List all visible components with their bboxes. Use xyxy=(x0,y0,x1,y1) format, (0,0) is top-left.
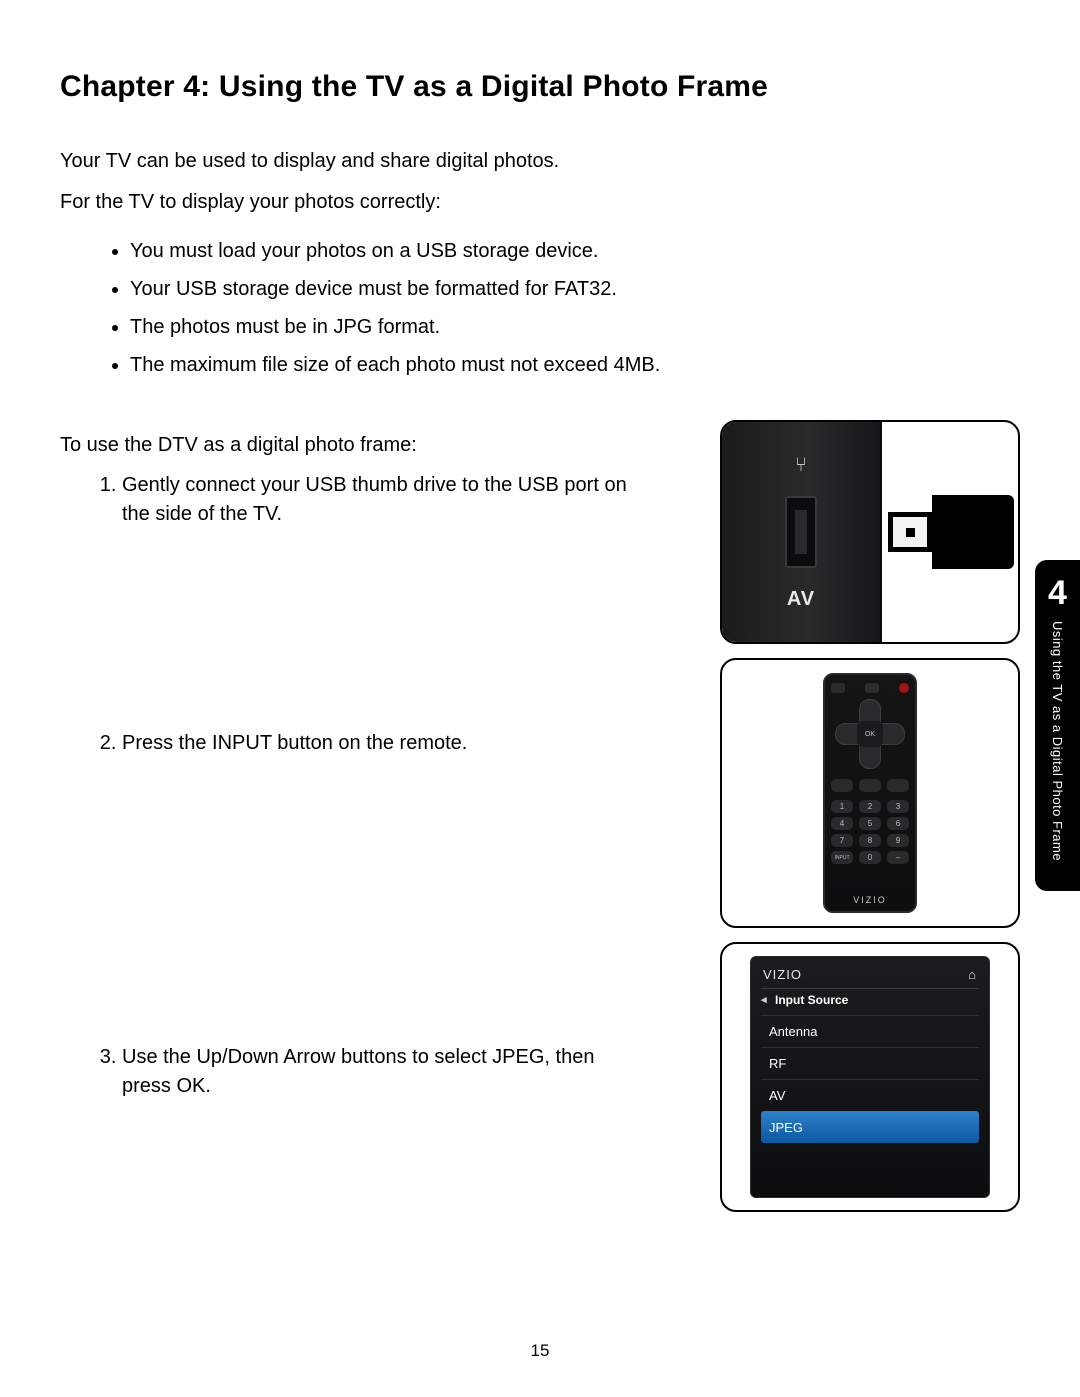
steps-list: Gently connect your USB thumb drive to t… xyxy=(122,471,642,1101)
step-1: Gently connect your USB thumb drive to t… xyxy=(122,471,642,529)
keypad-key: 6 xyxy=(887,817,909,830)
keypad-key: 2 xyxy=(859,800,881,813)
keypad-key-input: INPUT xyxy=(831,851,853,864)
intro-line-1: Your TV can be used to display and share… xyxy=(60,146,1020,177)
menu-item-jpeg-selected: JPEG xyxy=(761,1111,979,1143)
side-tab-number: 4 xyxy=(1039,574,1076,613)
chapter-heading: Chapter 4: Using the TV as a Digital Pho… xyxy=(60,70,1020,104)
step-3: Use the Up/Down Arrow buttons to select … xyxy=(122,1043,642,1101)
remote-small-button xyxy=(831,779,853,792)
keypad-key: 9 xyxy=(887,834,909,847)
port-label-av: AV xyxy=(787,588,815,611)
keypad-key: 8 xyxy=(859,834,881,847)
chapter-side-tab: 4 Using the TV as a Digital Photo Frame xyxy=(1035,560,1080,891)
home-icon: ⌂ xyxy=(968,967,977,982)
remote-control: OK 1 2 3 4 5 6 7 8 9 INPUT xyxy=(823,673,917,913)
remote-keypad: 1 2 3 4 5 6 7 8 9 INPUT 0 – xyxy=(831,800,909,864)
requirements-list: You must load your photos on a USB stora… xyxy=(130,232,1020,384)
keypad-key: 1 xyxy=(831,800,853,813)
remote-small-button xyxy=(831,683,845,693)
bullet-item: The maximum file size of each photo must… xyxy=(130,346,1020,384)
keypad-key: – xyxy=(887,851,909,864)
keypad-key: 3 xyxy=(887,800,909,813)
menu-brand-label: VIZIO xyxy=(763,967,802,982)
figure-input-menu: VIZIO ⌂ Input Source Antenna RF AV JPEG xyxy=(720,942,1020,1212)
keypad-key: 0 xyxy=(859,851,881,864)
side-tab-text: Using the TV as a Digital Photo Frame xyxy=(1050,621,1065,861)
remote-small-button xyxy=(859,779,881,792)
figure-remote: OK 1 2 3 4 5 6 7 8 9 INPUT xyxy=(720,658,1020,928)
remote-brand-label: VIZIO xyxy=(853,895,887,905)
bullet-item: The photos must be in JPG format. xyxy=(130,308,1020,346)
tv-side-panel: ⑂ AV xyxy=(722,422,882,642)
intro-line-2: For the TV to display your photos correc… xyxy=(60,187,1020,218)
figure-usb-port: ⑂ AV xyxy=(720,420,1020,644)
menu-item-antenna: Antenna xyxy=(761,1015,979,1047)
usb-icon: ⑂ xyxy=(795,454,807,477)
usb-thumb-drive xyxy=(888,495,1014,569)
bullet-item: Your USB storage device must be formatte… xyxy=(130,270,1020,308)
page-number: 15 xyxy=(531,1341,550,1361)
menu-item-av: AV xyxy=(761,1079,979,1111)
usb-port-slot xyxy=(785,496,817,568)
remote-small-button xyxy=(887,779,909,792)
menu-title: Input Source xyxy=(761,988,979,1015)
remote-small-button xyxy=(865,683,879,693)
bullet-item: You must load your photos on a USB stora… xyxy=(130,232,1020,270)
remote-ok-button: OK xyxy=(857,721,883,747)
onscreen-menu: VIZIO ⌂ Input Source Antenna RF AV JPEG xyxy=(750,956,990,1198)
keypad-key: 5 xyxy=(859,817,881,830)
keypad-key: 4 xyxy=(831,817,853,830)
step-2: Press the INPUT button on the remote. xyxy=(122,729,642,758)
keypad-key: 7 xyxy=(831,834,853,847)
power-icon xyxy=(899,683,909,693)
menu-item-rf: RF xyxy=(761,1047,979,1079)
remote-dpad: OK xyxy=(835,699,905,769)
